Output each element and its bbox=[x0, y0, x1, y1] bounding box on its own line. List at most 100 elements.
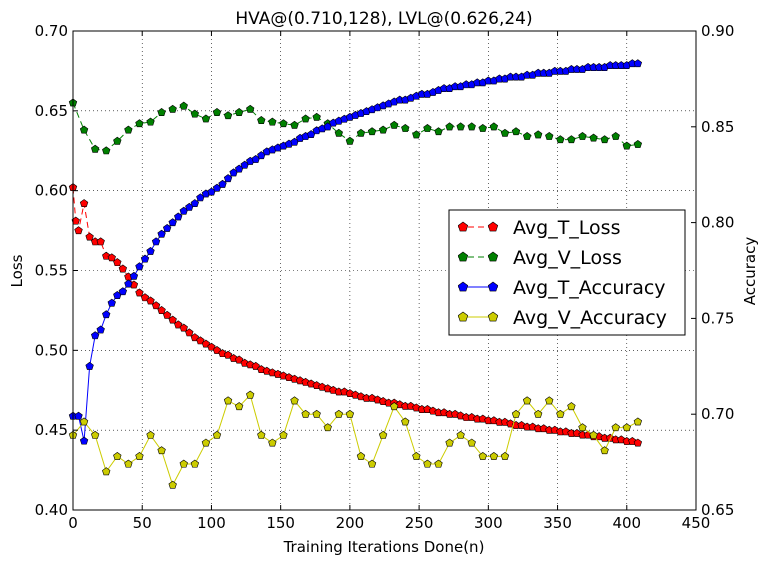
data-point bbox=[478, 124, 487, 132]
data-point bbox=[151, 237, 161, 246]
data-point bbox=[312, 112, 321, 121]
data-point bbox=[218, 179, 227, 188]
data-point bbox=[445, 438, 454, 447]
data-point bbox=[146, 117, 155, 126]
data-point bbox=[135, 288, 144, 297]
chart-title: HVA@(0.710,128), LVL@(0.626,24) bbox=[235, 9, 532, 29]
data-point bbox=[234, 402, 244, 411]
y-tick-label-right: 0.70 bbox=[701, 405, 734, 423]
data-point bbox=[190, 199, 199, 207]
data-point bbox=[534, 409, 543, 418]
data-point bbox=[85, 232, 94, 241]
data-point bbox=[434, 127, 443, 136]
series-avg-v-loss bbox=[68, 98, 643, 155]
data-point bbox=[179, 101, 188, 110]
data-point bbox=[201, 114, 211, 123]
legend-marker bbox=[487, 281, 499, 292]
data-point bbox=[423, 459, 432, 468]
ticks: 0 50 100 150 200 250 300 350 400 450 0.40 0.45 0.50 0… bbox=[35, 22, 735, 532]
data-point bbox=[74, 226, 83, 235]
data-point bbox=[146, 246, 155, 255]
data-point bbox=[162, 310, 172, 319]
data-point bbox=[456, 430, 465, 439]
data-point bbox=[633, 139, 643, 148]
data-point bbox=[135, 119, 144, 128]
data-point bbox=[223, 396, 233, 405]
data-point bbox=[168, 104, 177, 113]
data-point bbox=[79, 199, 89, 207]
data-point bbox=[622, 423, 631, 432]
data-point bbox=[102, 146, 111, 155]
legend-label: Avg_T_Loss bbox=[513, 217, 620, 239]
data-point bbox=[467, 122, 476, 131]
y-tick-label-left: 0.60 bbox=[35, 182, 68, 200]
data-point bbox=[107, 253, 116, 262]
x-tick-label: 200 bbox=[336, 514, 365, 532]
data-point bbox=[201, 339, 211, 348]
data-point bbox=[290, 396, 299, 405]
y-axis-label-left: Loss bbox=[8, 254, 26, 287]
data-point bbox=[196, 336, 205, 345]
y-tick-label-right: 0.65 bbox=[701, 501, 734, 519]
data-point bbox=[79, 436, 89, 445]
data-point bbox=[589, 133, 598, 142]
data-point bbox=[423, 124, 432, 132]
data-point bbox=[140, 254, 150, 263]
data-point bbox=[212, 430, 222, 439]
data-point bbox=[223, 350, 233, 359]
data-point bbox=[279, 119, 288, 128]
legend: Avg_T_Loss Avg_V_Loss Avg_T_Accuracy Avg_V_… bbox=[448, 209, 686, 336]
data-point bbox=[174, 320, 183, 329]
x-tick-label: 0 bbox=[68, 514, 78, 532]
data-point bbox=[567, 402, 576, 411]
data-point bbox=[567, 135, 576, 144]
data-point bbox=[190, 459, 199, 468]
data-point bbox=[401, 417, 410, 426]
y-tick-label-left: 0.40 bbox=[35, 501, 68, 519]
data-point bbox=[79, 125, 89, 134]
data-point bbox=[124, 459, 133, 468]
data-point bbox=[578, 132, 587, 140]
y-tick-label-left: 0.45 bbox=[35, 421, 68, 439]
legend-label: Avg_T_Accuracy bbox=[513, 277, 666, 299]
data-point bbox=[600, 135, 609, 144]
data-point bbox=[434, 459, 443, 468]
data-point bbox=[157, 306, 166, 314]
data-point bbox=[345, 136, 355, 145]
data-point bbox=[556, 135, 565, 144]
legend-box bbox=[448, 209, 686, 336]
data-point bbox=[334, 409, 343, 418]
x-tick-label: 250 bbox=[405, 514, 434, 532]
data-point bbox=[390, 120, 399, 129]
data-point bbox=[633, 59, 643, 68]
data-point bbox=[179, 459, 188, 468]
data-point bbox=[511, 127, 521, 136]
data-point bbox=[301, 409, 310, 418]
data-point bbox=[124, 279, 133, 288]
x-tick-label: 100 bbox=[197, 514, 226, 532]
data-point bbox=[190, 333, 199, 342]
data-point bbox=[157, 446, 166, 455]
data-point bbox=[578, 423, 587, 432]
data-point bbox=[107, 298, 116, 307]
data-point bbox=[185, 328, 194, 337]
data-point bbox=[113, 451, 122, 460]
y-tick-label-right: 0.80 bbox=[701, 214, 734, 232]
data-point bbox=[511, 409, 521, 418]
data-point bbox=[96, 237, 105, 246]
data-point bbox=[201, 438, 211, 447]
data-point bbox=[633, 417, 643, 426]
data-point bbox=[162, 223, 172, 232]
data-point bbox=[412, 130, 421, 139]
legend-label: Avg_V_Accuracy bbox=[513, 307, 667, 329]
data-point bbox=[168, 315, 177, 324]
data-point bbox=[246, 390, 255, 399]
data-point bbox=[113, 258, 122, 267]
data-point bbox=[234, 108, 244, 116]
y-tick-label-left: 0.65 bbox=[35, 102, 68, 120]
series-line-avg-v-loss bbox=[72, 102, 638, 152]
data-point bbox=[622, 141, 631, 150]
data-point bbox=[174, 212, 183, 221]
data-point bbox=[102, 310, 111, 319]
